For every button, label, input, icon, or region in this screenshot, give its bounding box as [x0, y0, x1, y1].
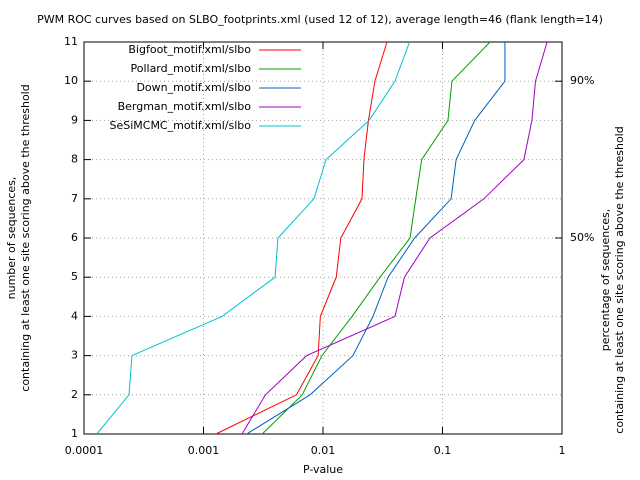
x-tick-label: 1 [559, 444, 566, 457]
y-tick-label: 4 [71, 309, 78, 322]
legend-label: Pollard_motif.xml/slbo [130, 62, 251, 75]
y-tick-label: 1 [71, 427, 78, 440]
y-tick-label: 10 [64, 74, 78, 87]
y-tick-label: 8 [71, 153, 78, 166]
series-line [96, 41, 411, 435]
y-tick-label: 6 [71, 231, 78, 244]
x-axis-label: P-value [303, 463, 343, 476]
y-tick-label: 2 [71, 388, 78, 401]
chart-title: PWM ROC curves based on SLBO_footprints.… [37, 13, 603, 26]
series-line [246, 42, 506, 435]
y-axis-label: number of sequences, [5, 177, 18, 300]
series-line [215, 41, 388, 435]
y2-tick-label: 90% [570, 74, 594, 87]
legend-label: Down_motif.xml/slbo [136, 81, 251, 94]
series-line [241, 41, 548, 435]
y2-axis-label: containing at least one site scoring abo… [613, 126, 626, 433]
legend-label: SeSiMCMC_motif.xml/slbo [109, 119, 251, 132]
y-tick-label: 3 [71, 349, 78, 362]
x-tick-label: 0.1 [434, 444, 452, 457]
y-tick-label: 5 [71, 270, 78, 283]
plot-frame [83, 41, 563, 435]
series-line [261, 41, 491, 435]
y-tick-label: 7 [71, 192, 78, 205]
y-tick-label: 11 [64, 35, 78, 48]
x-tick-label: 0.001 [188, 444, 220, 457]
y-axis-label: containing at least one site scoring abo… [19, 84, 32, 391]
x-tick-label: 0.0001 [65, 444, 104, 457]
y-tick-label: 9 [71, 113, 78, 126]
legend-label: Bergman_motif.xml/slbo [118, 100, 252, 113]
legend-label: Bigfoot_motif.xml/slbo [128, 43, 251, 56]
y2-axis-label: percentage of sequences, [599, 209, 612, 351]
y2-tick-label: 50% [570, 231, 594, 244]
x-tick-label: 0.01 [311, 444, 336, 457]
